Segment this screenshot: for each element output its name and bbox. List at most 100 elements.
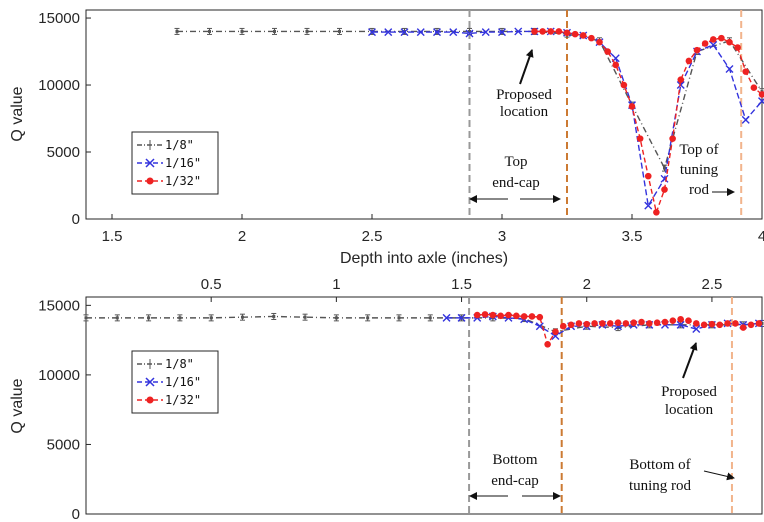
bottom-xtick-label: 2.5 <box>701 276 722 293</box>
bottom-point-eighth <box>271 312 277 320</box>
bottom-point-eighth <box>302 313 308 321</box>
svg-text:1/32": 1/32" <box>165 174 201 188</box>
top-point-eighth <box>207 27 212 35</box>
bottom-point-eighth <box>83 314 89 322</box>
top-point-sixteenth <box>449 28 458 37</box>
top-point-thirtysecond <box>612 61 620 69</box>
bottom-point-thirtysecond <box>544 340 551 348</box>
bottom-point-thirtysecond <box>661 318 669 326</box>
svg-text:end-cap: end-cap <box>492 175 539 191</box>
top-point-thirtysecond <box>693 46 701 54</box>
bottom-legend: 1/8" 1/16" 1/32" <box>131 350 219 414</box>
top-point-thirtysecond <box>620 81 628 89</box>
bottom-point-thirtysecond <box>599 320 606 327</box>
top-x-axis-label: Depth into axle (inches) <box>340 250 508 267</box>
svg-text:Proposed: Proposed <box>496 87 552 103</box>
top-point-thirtysecond <box>758 91 764 98</box>
bottom-point-thirtysecond <box>700 321 708 329</box>
top-point-sixteenth <box>498 28 506 37</box>
top-point-sixteenth <box>416 28 425 37</box>
top-xtick-label: 1.5 <box>102 228 123 245</box>
top-plot-frame <box>85 9 763 220</box>
bottom-point-eighth <box>239 313 245 321</box>
top-y-ticks: 0 5000 10000 15000 <box>38 10 91 228</box>
top-point-thirtysecond <box>571 30 579 38</box>
top-point-thirtysecond <box>579 32 587 39</box>
top-annotation-top-end-cap: Top end-cap <box>469 154 561 203</box>
top-ytick-label: 5000 <box>47 144 80 161</box>
top-chart: 0 5000 10000 15000 1.5 2 2.5 3 3.5 4 Q value Dep… <box>9 9 764 267</box>
bottom-ytick-label: 15000 <box>38 297 80 314</box>
top-legend-item-1-8: 1/8" <box>137 138 194 152</box>
top-point-sixteenth <box>433 28 441 37</box>
svg-text:Bottom: Bottom <box>492 452 537 468</box>
bottom-point-thirtysecond <box>638 318 645 326</box>
top-legend-item-1-16: 1/16" <box>137 156 201 170</box>
bottom-legend-item-1-8: 1/8" <box>137 357 194 371</box>
bottom-point-thirtysecond <box>528 313 536 320</box>
top-point-sixteenth <box>741 115 750 124</box>
bottom-legend-item-1-32: 1/32" <box>137 393 201 407</box>
bottom-point-thirtysecond <box>755 320 763 327</box>
top-legend: 1/8" 1/16" 1/32" <box>131 131 219 195</box>
bottom-point-thirtysecond <box>716 321 724 329</box>
top-point-sixteenth <box>725 64 734 73</box>
top-annotation-top-of-tuning-rod: Top of tuning rod <box>679 142 735 198</box>
bottom-chart: 0 5000 10000 15000 0.5 1 1.5 2 2.5 Q value 1/8"… <box>9 276 764 522</box>
top-point-thirtysecond <box>596 38 603 46</box>
svg-text:1/8": 1/8" <box>165 357 194 371</box>
bottom-xtick-label: 2 <box>583 276 591 293</box>
bottom-point-sixteenth <box>676 320 685 329</box>
top-point-thirtysecond <box>555 28 563 35</box>
top-point-sixteenth <box>514 27 523 36</box>
top-point-thirtysecond <box>547 28 555 35</box>
bottom-annotation-proposed-location: Proposed location <box>661 342 717 418</box>
bottom-point-eighth <box>177 314 183 322</box>
top-ytick-label: 15000 <box>38 10 80 27</box>
top-point-thirtysecond <box>701 40 709 47</box>
top-point-thirtysecond <box>718 34 725 42</box>
bottom-point-thirtysecond <box>489 311 497 319</box>
bottom-legend-item-1-16: 1/16" <box>137 375 201 389</box>
bottom-y-axis-label: Q value <box>9 378 26 433</box>
bottom-plot-frame <box>85 296 763 515</box>
top-point-sixteenth <box>644 201 653 210</box>
bottom-point-thirtysecond <box>559 322 567 330</box>
top-ytick-label: 10000 <box>38 77 80 94</box>
svg-text:Bottom of: Bottom of <box>629 457 690 473</box>
top-point-eighth <box>304 27 310 35</box>
svg-text:end-cap: end-cap <box>491 473 538 489</box>
bottom-point-thirtysecond <box>747 321 755 329</box>
bottom-point-thirtysecond <box>505 311 512 319</box>
top-y-axis-label: Q value <box>9 86 26 141</box>
bottom-xtick-label: 1 <box>332 276 340 293</box>
bottom-point-thirtysecond <box>473 311 481 319</box>
bottom-point-thirtysecond <box>692 320 700 327</box>
top-point-thirtysecond <box>726 38 733 46</box>
top-point-thirtysecond <box>653 209 660 216</box>
svg-text:location: location <box>665 402 714 418</box>
top-point-thirtysecond <box>588 34 595 42</box>
top-point-thirtysecond <box>539 28 546 35</box>
top-xtick-label: 2.5 <box>362 228 383 245</box>
bottom-point-thirtysecond <box>732 320 739 327</box>
bottom-xtick-label: 0.5 <box>201 276 222 293</box>
top-point-thirtysecond <box>661 186 668 193</box>
bottom-point-eighth <box>114 314 120 322</box>
bottom-point-thirtysecond <box>630 319 637 327</box>
top-x-ticks: 1.5 2 2.5 3 3.5 4 <box>102 214 764 245</box>
top-point-sixteenth <box>660 174 669 183</box>
bottom-ytick-label: 10000 <box>38 367 80 384</box>
top-point-thirtysecond <box>709 36 717 43</box>
top-point-sixteenth <box>481 28 490 37</box>
bottom-ytick-label: 0 <box>72 506 80 522</box>
bottom-point-thirtysecond <box>614 319 622 327</box>
bottom-xtick-label: 1.5 <box>451 276 472 293</box>
top-point-thirtysecond <box>734 44 741 51</box>
bottom-point-sixteenth <box>535 322 544 331</box>
top-xtick-label: 3.5 <box>622 228 643 245</box>
svg-text:1/16": 1/16" <box>165 375 201 389</box>
bottom-point-eighth <box>365 314 371 322</box>
top-legend-item-1-32: 1/32" <box>137 174 201 188</box>
top-xtick-label: 4 <box>758 228 764 245</box>
